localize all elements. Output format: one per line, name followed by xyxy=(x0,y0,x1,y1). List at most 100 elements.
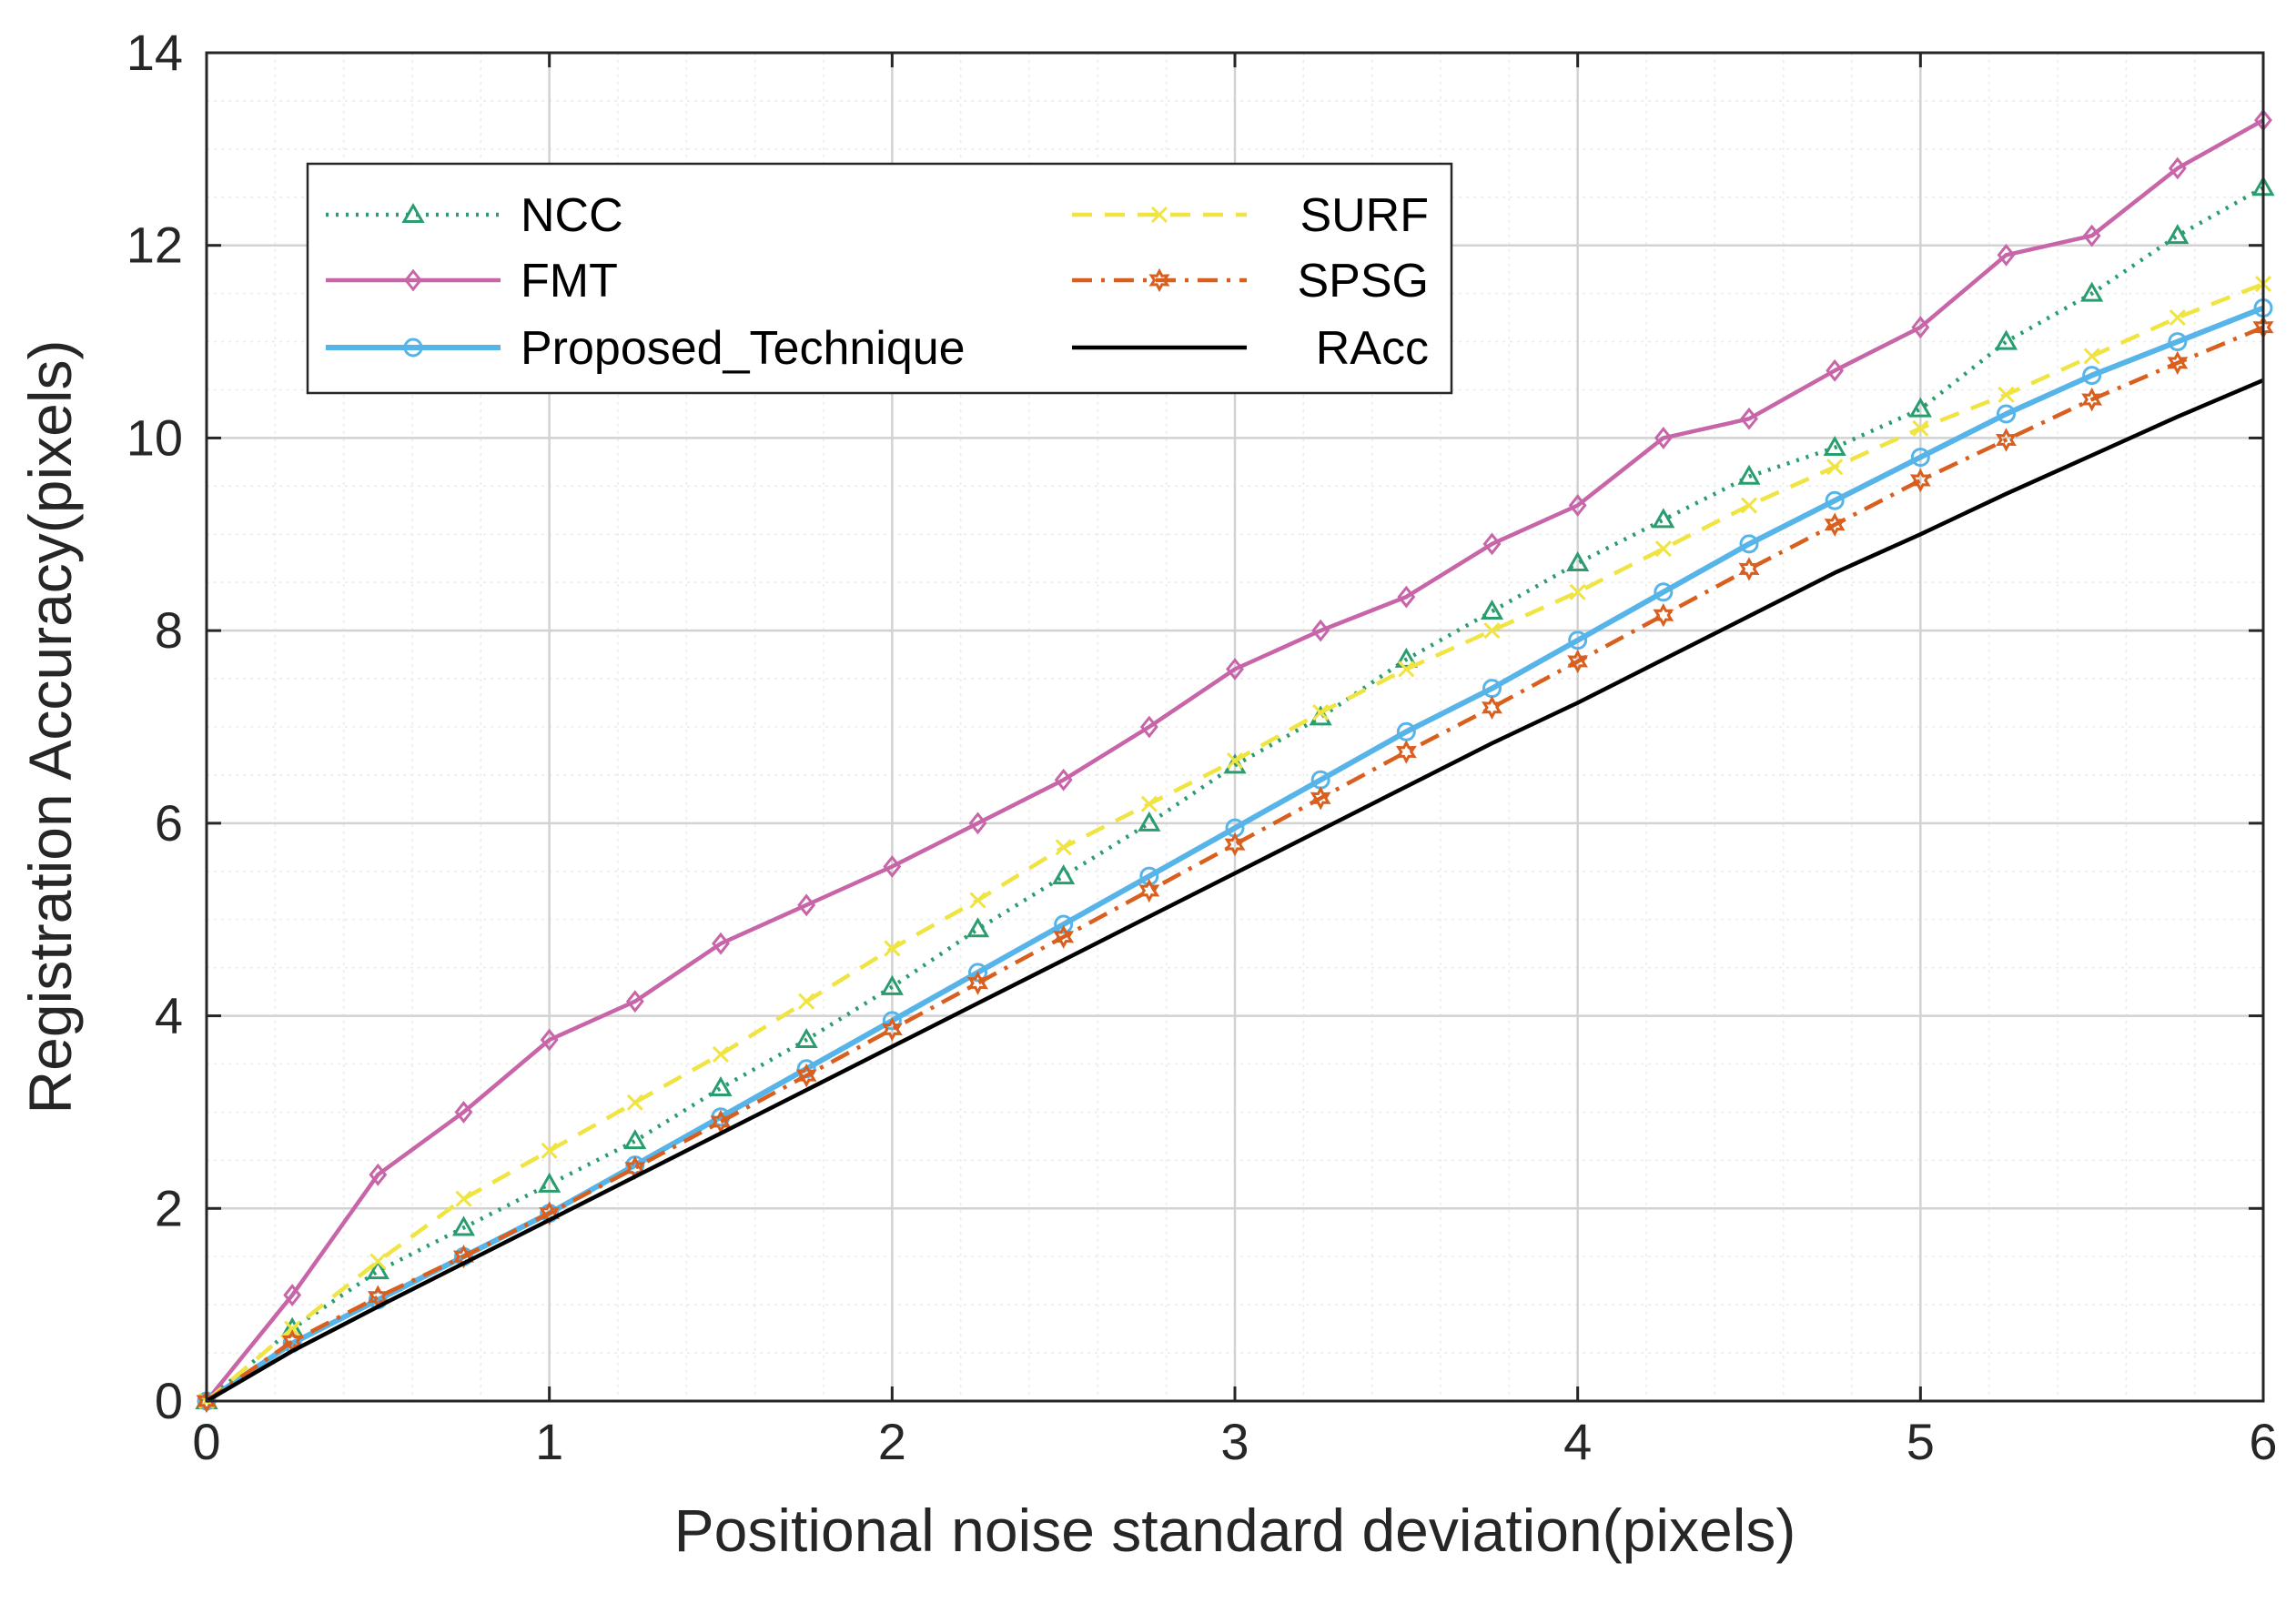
data-point xyxy=(880,974,904,995)
series-line xyxy=(205,118,2265,1403)
legend-label: SURF xyxy=(1300,189,1429,242)
data-point xyxy=(1912,419,1929,437)
data-point xyxy=(283,1284,302,1306)
series-ncc xyxy=(195,176,2275,1409)
data-point xyxy=(1226,658,1244,681)
data-point xyxy=(1825,490,1845,510)
data-point xyxy=(1911,316,1930,339)
data-point xyxy=(1740,407,1758,430)
data-point xyxy=(1139,715,1158,739)
data-point xyxy=(1138,811,1161,832)
series-line xyxy=(205,186,2265,1403)
data-point xyxy=(969,892,986,909)
data-point xyxy=(1909,468,1931,493)
data-point xyxy=(1826,358,1845,382)
y-tick-label: 6 xyxy=(155,794,183,852)
y-tick-label: 4 xyxy=(155,987,183,1044)
data-point xyxy=(2080,281,2104,302)
data-point xyxy=(454,1101,473,1124)
y-axis-title: Registration Accuracy(pixels) xyxy=(16,340,84,1114)
data-point xyxy=(1224,832,1246,857)
data-point xyxy=(1397,585,1416,609)
legend-item-spsg: SPSG xyxy=(1072,255,1429,307)
y-tick-label: 0 xyxy=(155,1372,183,1429)
y-tick-label: 8 xyxy=(155,601,183,659)
data-point xyxy=(1995,428,2018,452)
x-axis-title: Positional noise standard deviation(pixe… xyxy=(674,1497,1796,1564)
legend-label: NCC xyxy=(521,189,623,242)
x-tick-label: 2 xyxy=(878,1413,906,1470)
data-point xyxy=(1566,551,1590,572)
legend-label: FMT xyxy=(521,255,618,307)
data-point xyxy=(884,940,901,957)
x-tick-label: 0 xyxy=(192,1413,220,1470)
data-point xyxy=(1568,630,1588,650)
data-point xyxy=(539,1201,561,1225)
y-tick-label: 12 xyxy=(126,217,183,274)
data-point xyxy=(1483,622,1501,640)
data-point xyxy=(966,971,989,995)
data-point xyxy=(1138,878,1160,903)
data-point xyxy=(366,1259,389,1280)
data-point xyxy=(2082,366,2102,386)
data-point xyxy=(404,268,422,292)
data-point xyxy=(2081,387,2103,412)
data-point xyxy=(881,1017,903,1042)
data-point xyxy=(1480,599,1504,620)
data-point xyxy=(1823,435,1846,457)
data-point xyxy=(883,855,902,878)
data-point xyxy=(1826,459,1844,476)
data-point xyxy=(2168,156,2187,180)
legend-item-surf: SURF xyxy=(1072,189,1429,242)
legend-entries: NCC FMT Proposed_Technique SURF SPSG RAcc xyxy=(326,189,1429,375)
data-point xyxy=(1150,206,1168,224)
legend-item-racc: RAcc xyxy=(1072,322,1429,375)
legend: NCC FMT Proposed_Technique SURF SPSG RAcc xyxy=(306,162,1453,395)
data-point xyxy=(1055,839,1072,856)
data-point xyxy=(882,1011,902,1031)
data-point xyxy=(1395,740,1417,764)
data-point xyxy=(1054,768,1073,791)
series-layer xyxy=(195,108,2275,1414)
x-tick-label: 4 xyxy=(1563,1413,1592,1470)
axis-ticks xyxy=(205,51,2265,1403)
data-point xyxy=(540,1028,559,1052)
data-point xyxy=(1994,329,2018,350)
legend-label: RAcc xyxy=(1316,322,1429,375)
data-point xyxy=(1394,647,1418,668)
data-point xyxy=(1148,267,1170,293)
data-point xyxy=(2082,224,2101,247)
data-point xyxy=(625,990,644,1013)
legend-label: Proposed_Technique xyxy=(521,322,966,375)
x-tick-label: 1 xyxy=(535,1413,563,1470)
data-point xyxy=(1653,602,1674,628)
data-point xyxy=(1998,386,2015,403)
data-point xyxy=(623,1129,647,1150)
data-point xyxy=(968,812,987,835)
legend-item-proposed-technique: Proposed_Technique xyxy=(326,322,966,375)
data-point xyxy=(712,1045,730,1063)
data-point xyxy=(1654,582,1674,602)
data-point xyxy=(798,993,815,1010)
data-point xyxy=(284,1320,301,1337)
data-point xyxy=(1739,534,1759,554)
data-point xyxy=(794,1028,818,1049)
series-line xyxy=(205,378,2264,1403)
data-point xyxy=(1398,660,1415,678)
data-point xyxy=(626,1094,643,1111)
data-point xyxy=(795,1063,817,1088)
data-point xyxy=(1654,427,1673,449)
y-tick-label: 2 xyxy=(155,1179,183,1236)
data-point xyxy=(710,1109,732,1134)
data-point xyxy=(712,932,730,955)
x-tick-labels: 0 1 2 3 4 5 6 xyxy=(192,1413,2277,1470)
data-point xyxy=(797,893,816,917)
data-point xyxy=(2167,350,2189,376)
data-point xyxy=(2168,332,2188,352)
data-point xyxy=(1053,924,1075,950)
data-point xyxy=(369,1163,388,1186)
data-point xyxy=(1310,786,1331,811)
data-point xyxy=(966,917,990,938)
y-tick-label: 10 xyxy=(126,408,183,466)
